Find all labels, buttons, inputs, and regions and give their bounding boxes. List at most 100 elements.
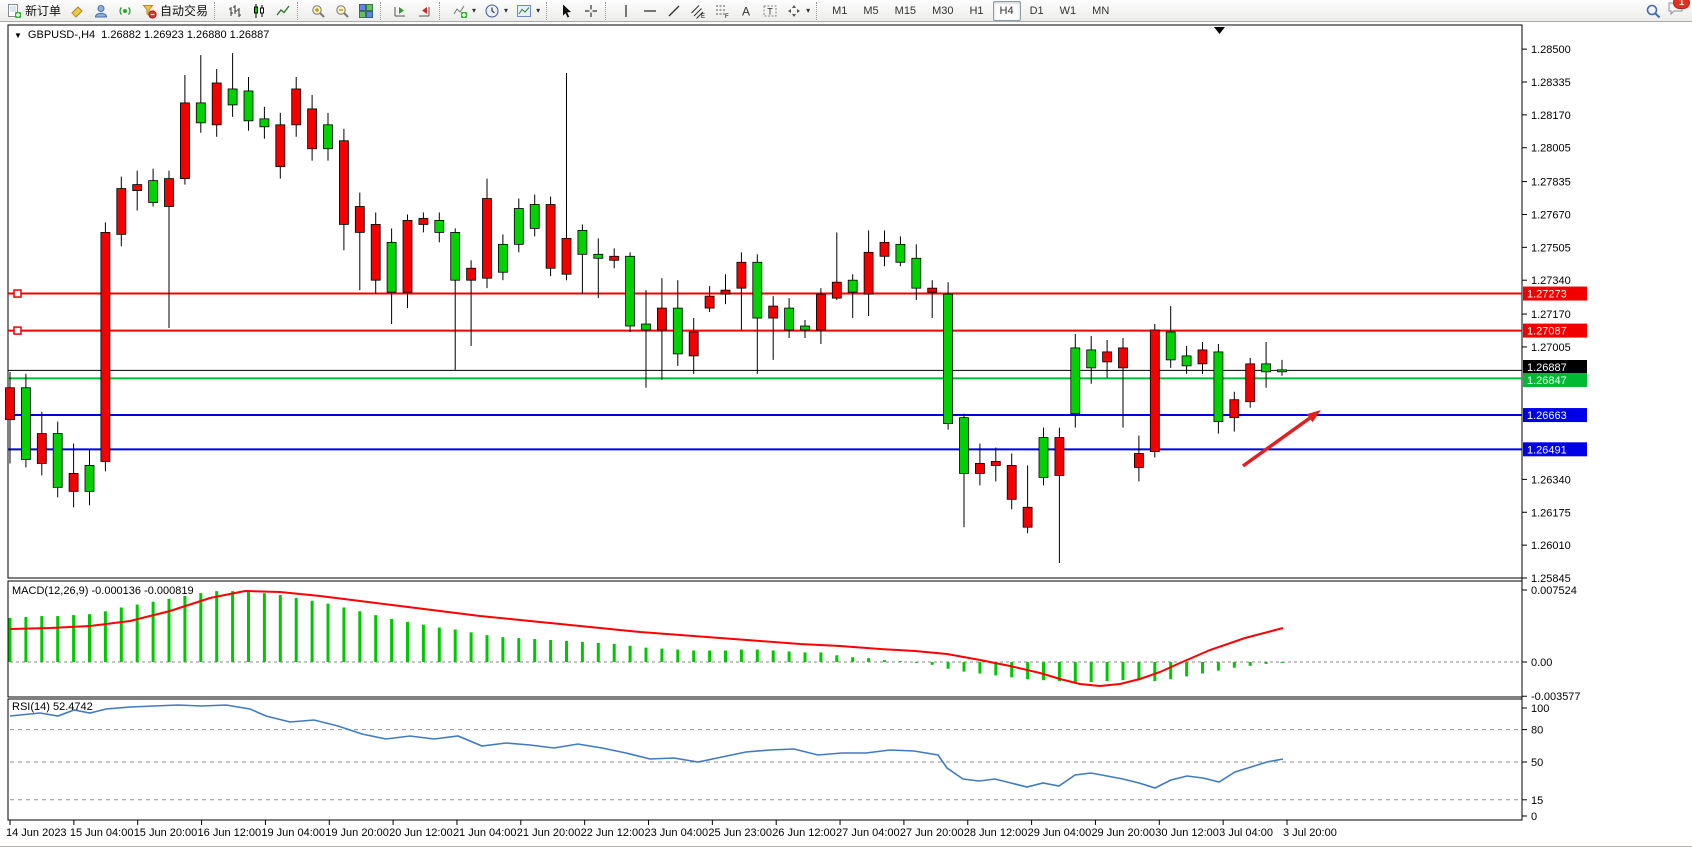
- templates-icon: [517, 4, 532, 17]
- chart-shift-button[interactable]: [413, 0, 437, 22]
- svg-text:1.27505: 1.27505: [1531, 242, 1571, 254]
- equidistant-channel-button[interactable]: E: [686, 0, 710, 22]
- autotrade-icon: [142, 4, 157, 19]
- rsi-label: RSI(14) 52.4742: [12, 701, 93, 713]
- svg-text:1.26491: 1.26491: [1527, 444, 1567, 456]
- svg-text:21 Jun 20:00: 21 Jun 20:00: [517, 827, 581, 839]
- zoom-in-icon: [312, 4, 325, 18]
- macd-label: MACD(12,26,9) -0.000136 -0.000819: [12, 585, 194, 597]
- svg-text:23 Jun 04:00: 23 Jun 04:00: [645, 827, 709, 839]
- svg-text:1.26847: 1.26847: [1527, 375, 1567, 387]
- tab-timeframe-W1[interactable]: W1: [1059, 4, 1077, 17]
- svg-text:29 Jun 04:00: 29 Jun 04:00: [1028, 827, 1092, 839]
- tab-timeframe-M30[interactable]: M30: [932, 4, 954, 17]
- toolbar-right: 1: [1645, 0, 1690, 21]
- svg-text:1.27670: 1.27670: [1531, 209, 1571, 221]
- svg-text:1.26340: 1.26340: [1531, 474, 1571, 486]
- svg-text:16 Jun 12:00: 16 Jun 12:00: [198, 827, 262, 839]
- arrows-icon: [788, 4, 801, 17]
- chart-shift-icon: [419, 6, 430, 16]
- periods-button[interactable]: ▾: [480, 0, 512, 22]
- svg-text:100: 100: [1531, 703, 1549, 715]
- vertical-line-button[interactable]: [614, 0, 638, 22]
- bar-chart-icon: [229, 4, 242, 17]
- tab-timeframe-M5[interactable]: M5: [863, 4, 879, 17]
- candlestick-chart-button[interactable]: [247, 0, 271, 22]
- symbol-title: GBPUSD-,H4: [27, 29, 96, 41]
- zoom-out-button[interactable]: [330, 0, 354, 22]
- svg-text:1.28500: 1.28500: [1531, 44, 1571, 56]
- svg-text:3 Jul 20:00: 3 Jul 20:00: [1283, 827, 1337, 839]
- tab-timeframe-MN[interactable]: MN: [1092, 4, 1110, 17]
- profile-button[interactable]: [89, 0, 113, 22]
- templates-button[interactable]: ▾: [512, 0, 544, 22]
- brush-icon: [71, 5, 83, 18]
- svg-text:15 Jun 04:00: 15 Jun 04:00: [70, 827, 134, 839]
- svg-text:14 Jun 2023: 14 Jun 2023: [6, 827, 67, 839]
- ohlc-values: 1.26882 1.26923 1.26880 1.26887: [101, 29, 270, 41]
- svg-text:1.27835: 1.27835: [1531, 177, 1571, 189]
- tile-windows-button[interactable]: [354, 0, 378, 22]
- toolbar-separator: [605, 1, 612, 20]
- line-chart-button[interactable]: [271, 0, 295, 22]
- svg-text:1.27340: 1.27340: [1531, 275, 1571, 287]
- text-icon: A: [742, 4, 750, 18]
- svg-text:20 Jun 12:00: 20 Jun 12:00: [389, 827, 453, 839]
- tab-timeframe-H1[interactable]: H1: [969, 4, 984, 17]
- horizontal-line-button[interactable]: [638, 0, 662, 22]
- toolbar-separator: [439, 1, 446, 20]
- svg-text:F: F: [725, 14, 729, 19]
- tab-timeframe-D1[interactable]: D1: [1029, 4, 1044, 17]
- svg-text:1.27005: 1.27005: [1531, 342, 1571, 354]
- svg-text:3 Jul 04:00: 3 Jul 04:00: [1219, 827, 1273, 839]
- svg-text:26 Jun 12:00: 26 Jun 12:00: [772, 827, 836, 839]
- text-label-icon: T: [763, 5, 777, 16]
- vertical-line-icon: [625, 4, 627, 17]
- signal-button[interactable]: [113, 0, 137, 22]
- svg-text:1.28170: 1.28170: [1531, 110, 1571, 122]
- svg-text:1.28005: 1.28005: [1531, 143, 1571, 155]
- toolbar-separator: [816, 1, 823, 20]
- chat-button[interactable]: 1: [1667, 0, 1690, 21]
- crosshair-button[interactable]: [579, 0, 603, 22]
- signal-icon: [119, 6, 131, 15]
- text-button[interactable]: A: [734, 0, 758, 22]
- tab-timeframe-H4[interactable]: H4: [992, 0, 1021, 21]
- toolbar-separator: [380, 1, 387, 20]
- svg-text:E: E: [701, 14, 705, 19]
- text-label-button[interactable]: T: [758, 0, 782, 22]
- brush-button[interactable]: [65, 0, 89, 22]
- svg-text:29 Jun 20:00: 29 Jun 20:00: [1091, 827, 1155, 839]
- arrows-button[interactable]: ▾: [782, 0, 814, 22]
- indicators-button[interactable]: ▾: [448, 0, 480, 22]
- svg-text:21 Jun 04:00: 21 Jun 04:00: [453, 827, 517, 839]
- chat-badge: 1: [1673, 0, 1690, 9]
- auto-scroll-icon: [394, 6, 406, 16]
- fibonacci-button[interactable]: F: [710, 0, 734, 22]
- zoom-in-button[interactable]: [306, 0, 330, 22]
- candlestick-chart-icon: [254, 3, 265, 18]
- toolbar-separator: [214, 1, 221, 20]
- profile-icon: [95, 4, 108, 17]
- autotrade-button[interactable]: 自动交易: [137, 0, 212, 22]
- svg-text:19 Jun 20:00: 19 Jun 20:00: [325, 827, 389, 839]
- svg-text:T: T: [767, 6, 773, 16]
- cursor-button[interactable]: [555, 0, 579, 22]
- auto-scroll-button[interactable]: [389, 0, 413, 22]
- bar-chart-button[interactable]: [223, 0, 247, 22]
- svg-text:30 Jun 12:00: 30 Jun 12:00: [1155, 827, 1219, 839]
- line-chart-icon: [276, 5, 290, 15]
- new-order-button[interactable]: 新订单: [2, 0, 65, 22]
- new-order-label: 新订单: [25, 4, 62, 18]
- tab-timeframe-M1[interactable]: M1: [832, 4, 848, 17]
- trendline-button[interactable]: [662, 0, 686, 22]
- svg-text:1.26663: 1.26663: [1527, 410, 1567, 422]
- fibonacci-icon: F: [716, 5, 729, 19]
- tab-timeframe-M15[interactable]: M15: [894, 4, 917, 17]
- crosshair-icon: [585, 4, 598, 17]
- svg-text:19 Jun 04:00: 19 Jun 04:00: [261, 827, 325, 839]
- search-icon[interactable]: [1645, 3, 1661, 19]
- svg-text:A: A: [742, 4, 750, 18]
- collapse-triangle-icon[interactable]: ▼: [14, 30, 22, 40]
